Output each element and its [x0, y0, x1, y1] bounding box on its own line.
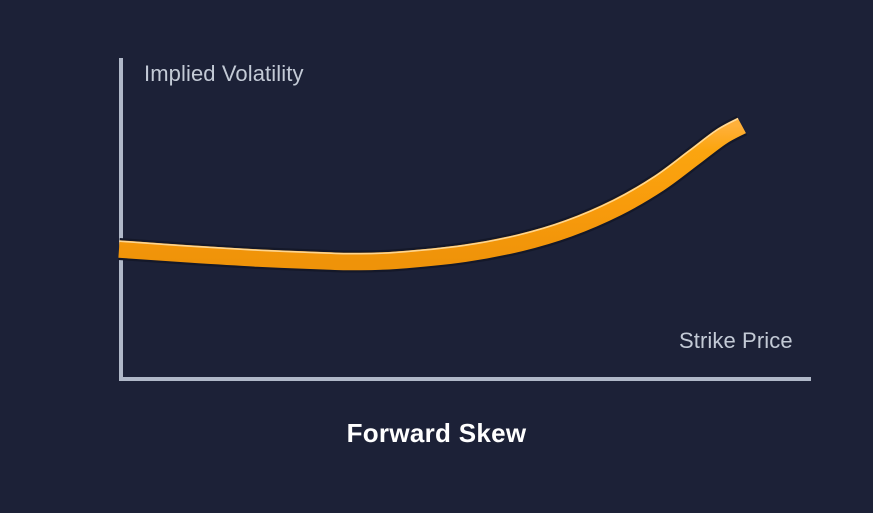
- y-axis-line: [119, 58, 123, 381]
- x-axis-line: [119, 377, 811, 381]
- x-axis-label: Strike Price: [679, 328, 793, 353]
- skew-curve-outline: [118, 115, 748, 273]
- skew-curve-line: [118, 117, 746, 271]
- y-axis-label: Implied Volatility: [144, 61, 304, 86]
- chart-title: Forward Skew: [346, 418, 527, 448]
- skew-curve-highlight: [119, 117, 739, 255]
